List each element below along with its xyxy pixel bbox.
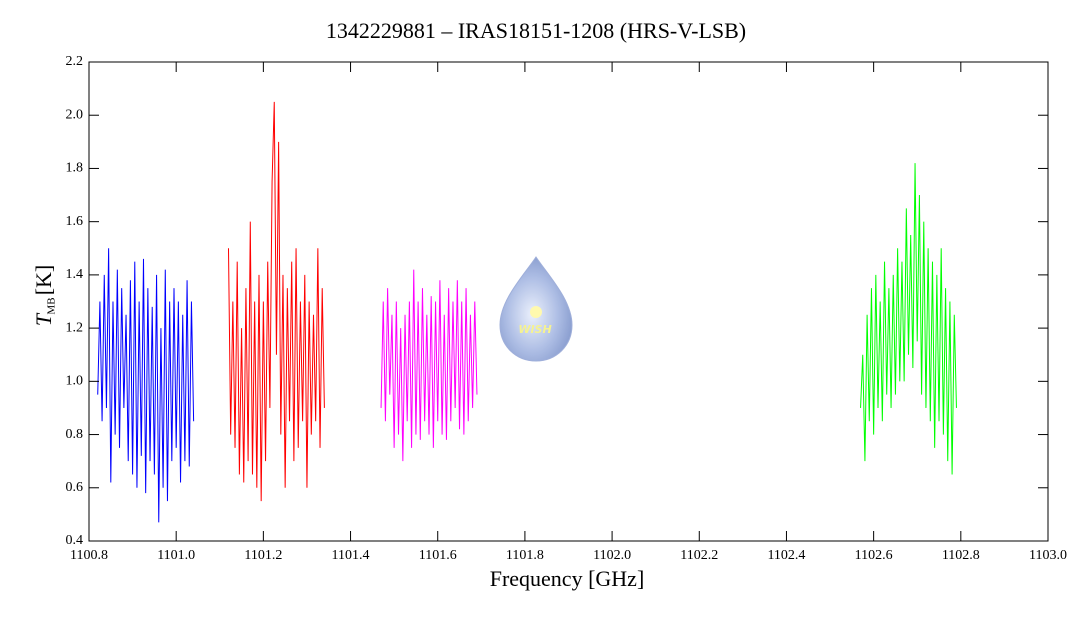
x-tick-label: 1102.6 (855, 548, 893, 563)
spectrum-line (380, 269, 478, 462)
y-tick-label: 1.0 (66, 374, 84, 389)
chart-title: 1342229881 – IRAS18151-1208 (HRS-V-LSB) (326, 18, 746, 43)
y-tick-label: 2.0 (66, 107, 84, 122)
x-tick-label: 1101.0 (157, 548, 195, 563)
y-tick-label: 0.8 (66, 427, 84, 442)
x-axis-label: Frequency [GHz] (490, 566, 645, 591)
x-tick-label: 1102.0 (593, 548, 631, 563)
x-tick-label: 1100.8 (70, 548, 108, 563)
y-label-symbol: T (31, 312, 56, 326)
logo-text: WISH (518, 323, 551, 336)
spectrum-line (860, 163, 957, 475)
x-tick-label: 1102.4 (767, 548, 805, 563)
logo: WISH (499, 256, 573, 362)
y-tick-label: 2.2 (66, 54, 84, 69)
y-tick-label: 1.4 (66, 267, 84, 282)
y-axis-label: T MB [K] (31, 265, 57, 326)
spectrum-line (97, 248, 195, 523)
spectrum-line (227, 101, 325, 502)
y-tick-label: 1.6 (66, 214, 84, 229)
x-tick-label: 1102.2 (680, 548, 718, 563)
y-tick-label: 1.2 (66, 320, 84, 335)
y-label-subscript: MB (46, 297, 58, 314)
y-tick-label: 0.6 (66, 480, 84, 495)
x-tick-label: 1101.6 (419, 548, 457, 563)
x-tick-label: 1101.8 (506, 548, 544, 563)
y-label-unit: [K] (31, 265, 56, 296)
plot-area (97, 101, 957, 523)
x-tick-label: 1103.0 (1029, 548, 1067, 563)
y-tick-label: 1.8 (66, 161, 84, 176)
y-tick-label: 0.4 (66, 533, 84, 548)
logo-star (530, 306, 542, 318)
x-tick-label: 1101.4 (332, 548, 370, 563)
x-tick-label: 1101.2 (244, 548, 282, 563)
plot-frame (88, 61, 1049, 542)
x-tick-label: 1102.8 (942, 548, 980, 563)
